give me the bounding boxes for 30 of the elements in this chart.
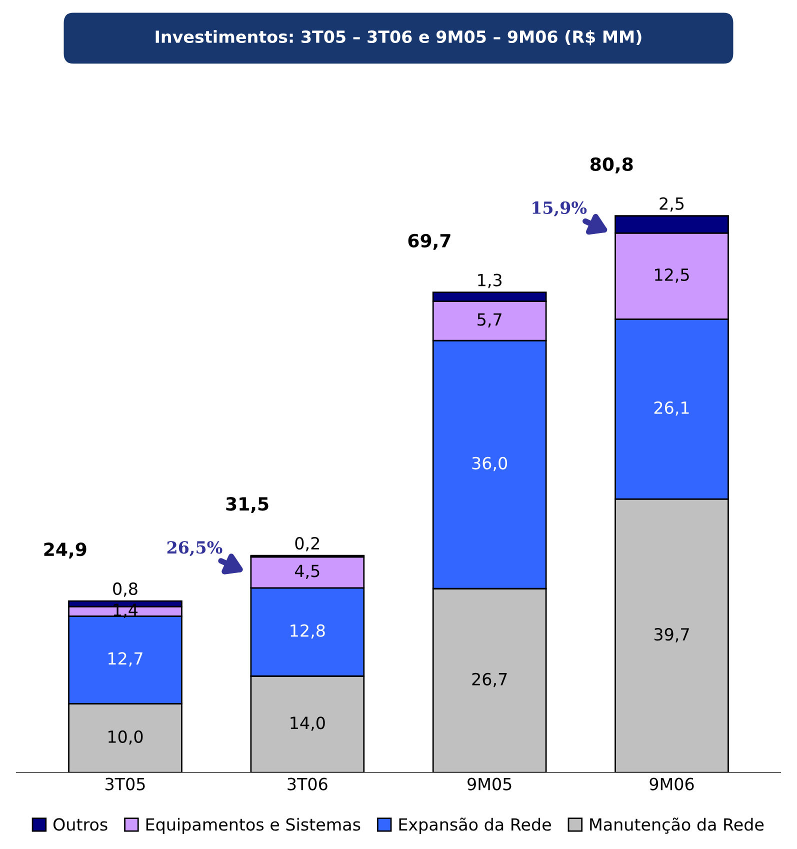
annotation: 26,5% (167, 541, 222, 556)
data-label: 2,5 (660, 197, 684, 212)
annotation: 15,9% (532, 201, 587, 217)
total-label: 80,8 (590, 157, 633, 174)
legend-label: Equipamentos e Sistemas (146, 818, 360, 834)
data-label: 39,7 (654, 628, 689, 642)
legend-label: Expansão da Rede (399, 818, 551, 834)
data-label: 12,8 (290, 624, 325, 639)
total-label: 69,7 (408, 234, 450, 250)
data-label: 26,7 (472, 672, 507, 688)
x-tick-label: 9M06 (650, 778, 694, 790)
total-label: 31,5 (226, 497, 268, 514)
data-label: 12,7 (108, 652, 142, 666)
data-label: 4,5 (294, 564, 320, 579)
legend-label: Outros (53, 818, 108, 831)
data-label: 5,7 (478, 313, 502, 328)
data-label: 14,0 (290, 716, 325, 731)
data-label: 36,0 (472, 456, 508, 472)
data-label: 0,2 (295, 536, 319, 552)
x-tick-label: 9M05 (468, 778, 512, 790)
data-label: 12,5 (655, 268, 689, 283)
total-label: 24,9 (44, 542, 86, 558)
x-tick-label: 3T06 (288, 778, 328, 790)
data-label: 10,0 (108, 730, 143, 745)
x-tick-label: 3T05 (106, 778, 145, 790)
data-label: 1,3 (478, 274, 502, 288)
legend-label: Manutenção da Rede (590, 818, 764, 834)
data-label: 0,8 (113, 582, 138, 597)
chart-title: Investimentos: 3T05 – 3T06 e 9M05 – 9M06 (R$ MM) (156, 30, 642, 46)
data-label: 26,1 (654, 401, 689, 416)
